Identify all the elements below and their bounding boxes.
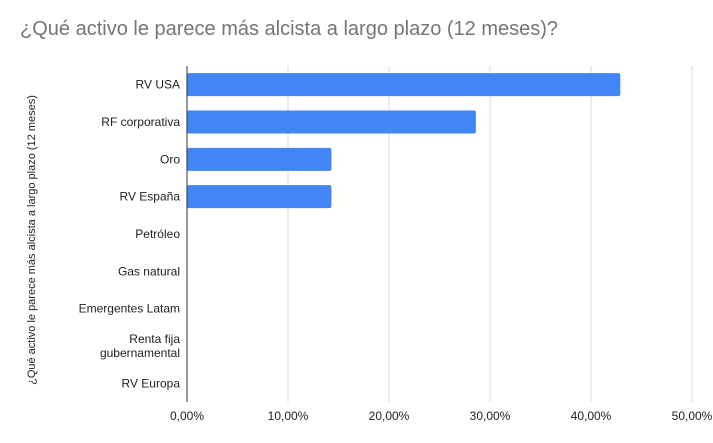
x-tick-label: 30,00% — [470, 409, 511, 423]
x-tick-label: 20,00% — [369, 409, 410, 423]
gridlines — [287, 66, 693, 402]
chart-title: ¿Qué activo le parece más alcista a larg… — [20, 18, 559, 40]
bars — [187, 73, 621, 209]
category-label: RF corporativa — [101, 115, 180, 129]
bar — [187, 185, 332, 209]
category-label: Emergentes Latam — [79, 302, 180, 316]
bar — [187, 110, 476, 134]
category-label: RV USA — [136, 78, 180, 92]
x-tick-labels: 0,00% 10,00% 20,00% 30,00% 40,00% 50,00% — [170, 409, 713, 423]
x-tick-label: 10,00% — [268, 409, 309, 423]
category-labels: RV USA RF corporativa Oro RV España Petróleo… — [79, 78, 181, 391]
category-label: Oro — [160, 152, 180, 166]
category-label: RV Europa — [122, 376, 181, 390]
bar — [187, 73, 621, 97]
category-label: Petróleo — [135, 227, 180, 241]
x-tick-label: 40,00% — [571, 409, 612, 423]
category-label: RV España — [120, 190, 181, 204]
category-label: Renta fija gubernamental — [100, 332, 180, 360]
bar — [187, 147, 332, 171]
category-label: Gas natural — [118, 264, 180, 278]
x-tick-label: 50,00% — [672, 409, 713, 423]
y-axis-label: ¿Qué activo le parece más alcista a larg… — [26, 95, 38, 385]
x-tick-label: 0,00% — [170, 409, 204, 423]
